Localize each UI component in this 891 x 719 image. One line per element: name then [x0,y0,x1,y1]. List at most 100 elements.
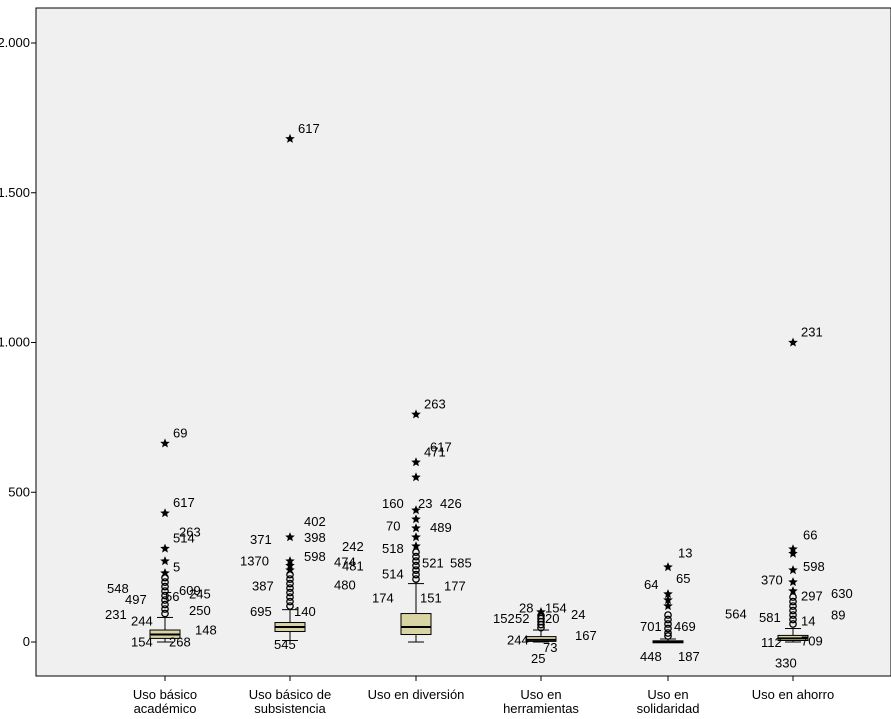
case-label: 245 [189,587,211,602]
case-label: 154 [131,635,153,650]
outlier-star [411,532,421,542]
case-label: 581 [759,610,781,625]
y-tick-label: 0 [23,634,30,649]
case-label: 474 [334,555,356,570]
case-label: 112 [761,635,782,650]
case-label: 89 [831,608,845,623]
x-tick-label: Uso en [647,687,688,702]
case-label: 66 [803,528,817,543]
case-label: 20 [545,611,559,626]
case-label: 398 [304,530,326,545]
case-label: 480 [334,578,356,593]
outlier-star [663,589,673,599]
outlier-circle [537,620,545,629]
case-label: 701 [640,619,662,634]
case-label: 402 [304,514,326,529]
outlier-star [536,607,546,617]
case-label: 268 [169,635,191,650]
case-label: 177 [444,579,466,594]
case-label: 617 [430,439,452,454]
outlier-circle [412,561,420,570]
outlier-label: 231 [801,325,823,340]
case-label: 167 [575,628,597,643]
outlier-circle [286,579,294,588]
outlier-star [160,556,170,566]
outlier-star [788,586,798,596]
outlier-circle [161,578,169,586]
case-label: 521 [422,556,444,571]
outlier-label: 5 [173,560,180,575]
outlier-star [663,601,673,611]
outlier-circle [412,557,420,565]
x-tick-label: herramientas [503,701,579,716]
case-label: 174 [372,591,394,606]
case-label: 56 [165,589,179,604]
outlier-circle [161,600,169,609]
outlier-circle [664,611,672,619]
outlier-circle [286,570,294,579]
outlier-label: 263 [424,396,446,411]
outlier-circle [286,575,294,583]
outlier-star [160,568,170,578]
outlier-label: 617 [298,121,320,136]
case-label: 609 [179,583,201,598]
x-tick-label: Uso en ahorro [752,687,834,702]
outlier-star [411,409,421,419]
x-tick-label: Uso básico de [249,687,331,702]
plot-area [35,7,891,677]
outlier-circle [286,584,294,592]
case-label: 160 [382,496,404,511]
case-label: 250 [189,603,211,618]
x-tick-label: Uso básico [133,687,197,702]
outlier-circle [161,573,169,582]
case-label: 548 [107,581,129,596]
x-tick-label: subsistencia [254,701,326,716]
y-tick-label: 2.000 [0,35,30,50]
outlier-circle [286,588,294,597]
case-label: 13 [678,546,692,561]
case-label: 585 [450,556,472,571]
outlier-star [663,562,673,572]
case-label: 263 [179,525,201,540]
outlier-circle [161,582,169,591]
outlier-circle [286,597,294,606]
case-label: 598 [304,549,326,564]
outlier-star [663,595,673,605]
outlier-star [160,438,170,448]
outlier-star [160,543,170,553]
case-label: 244 [131,614,153,629]
outlier-circle [789,593,797,601]
outlier-label: 471 [424,444,446,459]
x-tick-label: Uso en diversión [368,687,465,702]
case-label: 152 [493,611,515,626]
outlier-circle [789,597,797,606]
case-label: 514 [382,567,404,582]
case-label: 330 [775,656,797,671]
x-tick-label: solidaridad [637,701,700,716]
outlier-circle [789,606,797,615]
outlier-circle [161,596,169,604]
case-label: 154 [545,600,567,615]
outlier-star [788,565,798,575]
outlier-star [411,514,421,524]
outlier-star [411,523,421,533]
outlier-circle [412,570,420,579]
outlier-star [788,548,798,558]
outlier-circle [537,623,545,632]
case-label: 598 [803,559,825,574]
case-label: 64 [644,577,658,592]
outlier-circle [161,587,169,595]
outlier-circle [664,629,672,637]
outlier-star [411,505,421,515]
case-label: 426 [440,496,462,511]
case-label: 23 [418,496,432,511]
outlier-circle [161,591,169,600]
outlier-star [411,472,421,482]
case-label: 187 [678,649,700,664]
outlier-circle [286,602,294,610]
outlier-label: 514 [173,531,195,546]
